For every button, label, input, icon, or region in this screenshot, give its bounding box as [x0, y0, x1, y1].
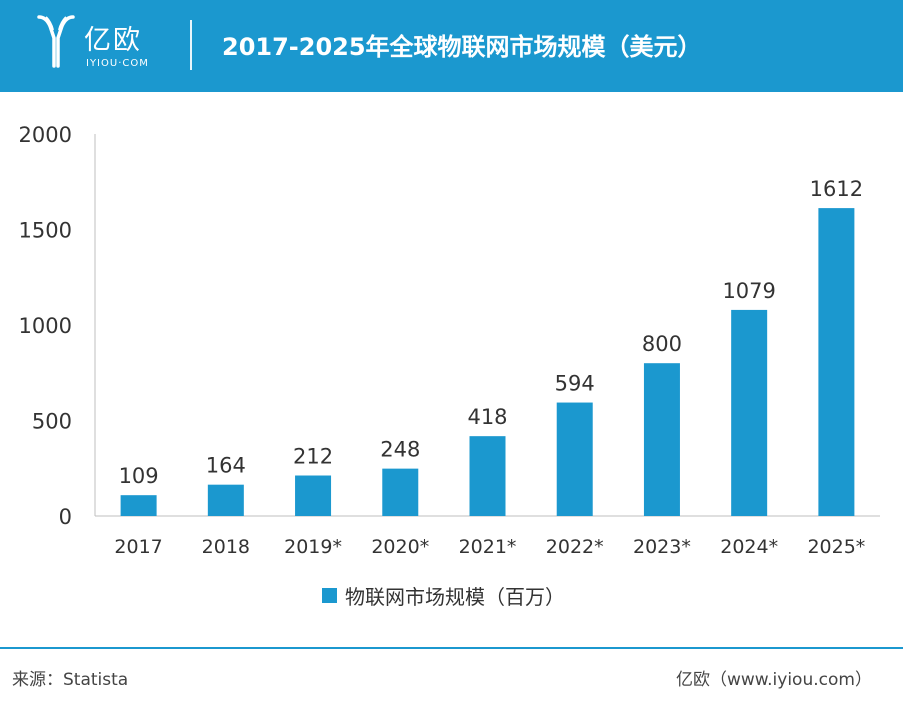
bar [207, 484, 244, 516]
data-label: 109 [119, 464, 159, 488]
legend-swatch [322, 587, 337, 603]
x-tick-label: 2019* [284, 536, 342, 558]
y-tick-label: 0 [59, 505, 72, 529]
x-tick-label: 2021* [459, 536, 517, 558]
bar [818, 208, 855, 516]
data-label: 212 [293, 445, 333, 469]
bar [556, 402, 593, 516]
x-tick-label: 2018 [202, 536, 250, 558]
yiou-logo-icon [37, 15, 75, 68]
y-tick-label: 1000 [19, 314, 72, 338]
data-label: 248 [380, 438, 420, 462]
x-tick-label: 2020* [371, 536, 429, 558]
chart-title: 2017-2025年全球物联网市场规模（美元） [222, 33, 702, 61]
bar [295, 475, 332, 516]
header-banner: 亿欧 IYIOU·COM 2017-2025年全球物联网市场规模（美元） [0, 0, 903, 92]
chart-legend: 物联网市场规模（百万） [322, 582, 565, 609]
data-label: 800 [642, 332, 682, 356]
y-tick-label: 1500 [19, 219, 72, 243]
x-tick-label: 2022* [546, 536, 604, 558]
data-label: 164 [206, 454, 246, 478]
data-label: 1079 [722, 279, 775, 303]
y-tick-label: 500 [32, 410, 72, 434]
bar [643, 363, 680, 516]
legend-label: 物联网市场规模（百万） [345, 584, 565, 609]
x-tick-label: 2024* [720, 536, 778, 558]
footer-divider [0, 647, 903, 649]
logo-subtext: IYIOU·COM [86, 58, 149, 69]
data-label: 594 [555, 372, 595, 396]
logo-text: 亿欧 [84, 25, 142, 56]
bar [382, 468, 419, 516]
x-tick-label: 2017 [114, 536, 162, 558]
bar-chart: 0 500 1000 1500 2000 109 2017 164 2018 212 2019* 24… [19, 123, 880, 558]
footer-source: 来源：Statista [12, 670, 129, 690]
data-label: 1612 [810, 177, 863, 201]
data-label: 418 [467, 405, 507, 429]
x-tick-label: 2023* [633, 536, 691, 558]
bar [731, 309, 768, 516]
x-tick-label: 2025* [807, 536, 865, 558]
bar [469, 436, 506, 516]
y-tick-label: 2000 [19, 123, 72, 147]
bar [120, 495, 157, 516]
footer-site: 亿欧（www.iyiou.com） [676, 670, 872, 690]
header-divider [190, 20, 192, 70]
